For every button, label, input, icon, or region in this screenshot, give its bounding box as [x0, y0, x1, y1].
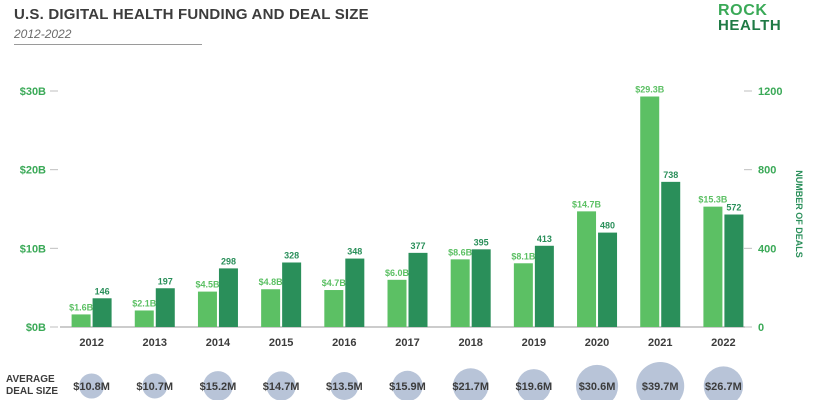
y-left-tick-label: $0B: [26, 322, 46, 334]
deals-bar: [408, 252, 428, 327]
funding-bar-label: $14.7B: [572, 199, 602, 209]
deals-bar: [471, 249, 491, 327]
deals-bar-label: 197: [158, 276, 173, 286]
y-right-tick-label: 400: [758, 243, 776, 255]
average-deal-size-bubble: [703, 366, 744, 400]
average-deal-size-label: $15.2M: [200, 381, 237, 393]
average-deal-size-label: $10.7M: [136, 381, 173, 393]
average-deal-size-label: $19.6M: [516, 381, 553, 393]
average-deal-size-bubble: [142, 373, 168, 399]
deals-bar-label: 572: [726, 203, 741, 213]
x-tick-label: 2018: [458, 337, 482, 349]
deals-bar-label: 298: [221, 256, 236, 266]
funding-bar-label: $8.1B: [511, 251, 536, 261]
funding-bar: [197, 291, 217, 327]
average-deal-size-bubble: [392, 370, 423, 400]
logo-line-1: ROCK: [718, 2, 768, 19]
y-left-tick-label: $20B: [20, 165, 46, 177]
deals-bar: [155, 288, 175, 327]
average-deal-size-label: $39.7M: [642, 381, 679, 393]
deals-bar: [92, 298, 112, 327]
deals-bar: [534, 245, 554, 327]
deals-bar-label: 395: [474, 237, 489, 247]
funding-bar-label: $4.7B: [322, 278, 347, 288]
title-divider: [14, 44, 202, 45]
average-deal-size-label-line2: DEAL SIZE: [6, 386, 59, 397]
x-tick-label: 2021: [648, 337, 672, 349]
funding-bar: [261, 289, 281, 327]
average-deal-size-label: $10.8M: [73, 381, 110, 393]
average-deal-size-bubble: [636, 362, 685, 400]
funding-bar: [387, 279, 407, 327]
funding-bar: [450, 259, 470, 327]
rock-health-logo: ROCK HEALTH: [718, 2, 782, 34]
funding-bar: [513, 263, 533, 327]
average-deal-size-bubble: [330, 372, 359, 400]
average-deal-size-bubble: [575, 364, 619, 400]
funding-bar-label: $4.5B: [195, 280, 220, 290]
average-deal-size-label: $13.5M: [326, 381, 363, 393]
deals-bar-label: 328: [284, 250, 299, 260]
logo-line-2: HEALTH: [718, 17, 782, 34]
deals-bar: [661, 181, 681, 327]
deals-bar-label: 348: [347, 247, 362, 257]
y-left-tick-label: $10B: [20, 243, 46, 255]
funding-bar: [324, 290, 344, 327]
deals-bar: [218, 268, 238, 327]
funding-bar: [577, 211, 597, 327]
x-tick-label: 2022: [711, 337, 735, 349]
funding-bar-label: $6.0B: [385, 268, 410, 278]
funding-bar: [640, 96, 660, 327]
deals-bar-label: 480: [600, 221, 615, 231]
funding-bar: [703, 206, 723, 327]
y-right-tick-label: 1200: [758, 86, 782, 98]
funding-bar-label: $4.8B: [259, 277, 284, 287]
average-deal-size-label: $26.7M: [705, 381, 742, 393]
deals-bar: [724, 214, 744, 327]
deals-bar-label: 146: [95, 286, 110, 296]
deals-bar-label: 377: [410, 241, 425, 251]
deals-bar: [345, 258, 365, 327]
x-tick-label: 2013: [143, 337, 167, 349]
y-right-axis-title: NUMBER OF DEALS: [794, 170, 804, 258]
average-deal-size-label: $15.9M: [389, 381, 426, 393]
funding-bar: [71, 314, 91, 327]
deals-bar-label: 413: [537, 234, 552, 244]
average-deal-size-label: $30.6M: [579, 381, 616, 393]
average-deal-size-label-line1: AVERAGE: [6, 374, 55, 385]
average-deal-size-bubble: [79, 373, 105, 399]
x-tick-label: 2017: [395, 337, 419, 349]
x-tick-label: 2019: [522, 337, 546, 349]
average-deal-size-label: AVERAGE DEAL SIZE: [6, 374, 58, 398]
x-tick-label: 2014: [206, 337, 231, 349]
average-deal-size-label: $21.7M: [452, 381, 489, 393]
deals-bar: [282, 262, 302, 327]
x-tick-label: 2012: [79, 337, 103, 349]
chart-title: U.S. DIGITAL HEALTH FUNDING AND DEAL SIZ…: [14, 6, 369, 23]
x-tick-label: 2020: [585, 337, 609, 349]
y-right-tick-label: 0: [758, 322, 764, 334]
funding-bar: [134, 310, 154, 327]
average-deal-size-bubble: [452, 368, 489, 400]
funding-bar-label: $29.3B: [635, 85, 665, 95]
y-right-tick-label: 800: [758, 165, 776, 177]
x-tick-label: 2015: [269, 337, 293, 349]
chart-subtitle: 2012-2022: [14, 27, 72, 41]
funding-bar-label: $8.6B: [448, 247, 473, 257]
deals-bar-label: 738: [663, 170, 678, 180]
average-deal-size-bubble: [517, 369, 551, 400]
funding-bar-label: $2.1B: [132, 298, 157, 308]
funding-bar-label: $15.3B: [698, 195, 728, 205]
funding-bar-label: $1.6B: [69, 302, 94, 312]
deals-bar: [598, 232, 618, 327]
average-deal-size-bubble: [266, 371, 296, 400]
y-left-tick-label: $30B: [20, 86, 46, 98]
average-deal-size-label: $14.7M: [263, 381, 300, 393]
average-deal-size-bubble: [203, 371, 233, 400]
x-tick-label: 2016: [332, 337, 356, 349]
